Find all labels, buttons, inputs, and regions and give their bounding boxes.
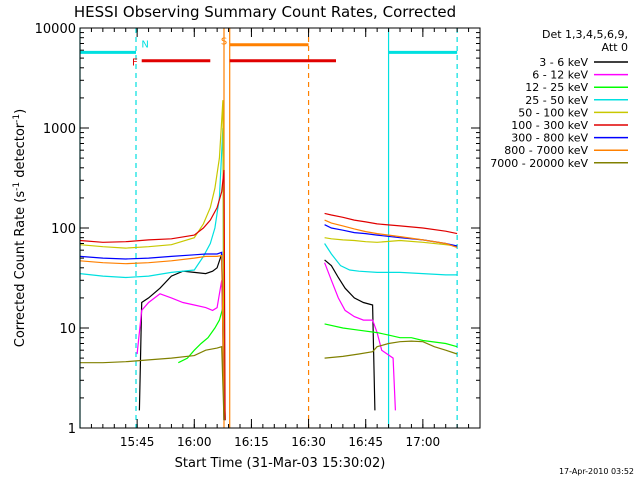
series-300-800kev-segment-0 (79, 251, 225, 421)
x-tick-label: 16:15 (234, 435, 269, 449)
series-50-100kev-segment-0 (79, 100, 225, 421)
flag-label-f: F (132, 58, 138, 69)
series-100-300kev-segment-0 (79, 169, 226, 421)
series-25-50kev-segment-1 (324, 243, 458, 276)
x-tick-label: 16:45 (348, 435, 383, 449)
series-12-25kev-segment-1 (324, 323, 458, 348)
plot-area (79, 28, 458, 428)
x-tick-label: 17:00 (406, 435, 441, 449)
legend-label-100-300kev: 100 - 300 keV (511, 119, 588, 132)
y-tick-label: 1000 (43, 122, 76, 137)
series-800-7000kev-segment-0 (79, 254, 225, 421)
legend-heading-2: Att 0 (602, 41, 628, 54)
x-axis-label: Start Time (31-Mar-03 15:30:02) (175, 456, 386, 471)
legend-label-12-25kev: 12 - 25 keV (525, 81, 588, 94)
legend-label-3-6kev: 3 - 6 keV (539, 56, 588, 69)
flag-bars: NF S (80, 36, 458, 69)
chart-title: HESSI Observing Summary Count Rates, Cor… (74, 3, 456, 21)
series-3-6kev-segment-1 (324, 259, 376, 411)
legend-label-800-7000kev: 800 - 7000 keV (504, 144, 588, 157)
legend-label-6-12kev: 6 - 12 keV (532, 69, 588, 82)
flag-label-n: N (141, 39, 148, 50)
flag-label-s: S (221, 36, 227, 47)
y-tick-label: 1 (68, 422, 76, 437)
series-6-12kev-segment-0 (136, 280, 226, 421)
legend-label-25-50kev: 25 - 50 keV (525, 94, 588, 107)
y-tick-label: 10 (59, 322, 76, 337)
y-tick-label: 10000 (35, 22, 76, 37)
x-tick-label: 16:30 (291, 435, 326, 449)
series-12-25kev-segment-0 (178, 307, 226, 421)
series-7000-20000kev-segment-0 (80, 345, 225, 421)
legend-label-300-800kev: 300 - 800 keV (511, 132, 588, 145)
y-tick-label: 100 (51, 222, 76, 237)
series-6-12kev-segment-1 (324, 262, 396, 411)
axes: 15:45 16:00 16:15 16:30 16:45 17:00 1 10 100 1000… (35, 22, 481, 449)
x-tick-label: 16:00 (177, 435, 212, 449)
timestamp: 17-Apr-2010 03:52 (559, 467, 634, 476)
plot-frame (79, 27, 481, 429)
y-axis-label: Corrected Count Rate (s-1 detector-1) (12, 109, 28, 347)
series-50-100kev-segment-1 (324, 237, 458, 247)
series-25-50kev-segment-0 (79, 127, 225, 421)
series-7000-20000kev-segment-1 (324, 340, 458, 359)
legend-label-7000-20000kev: 7000 - 20000 keV (490, 157, 588, 170)
series-100-300kev-segment-1 (324, 212, 458, 235)
series-800-7000kev-segment-1 (324, 219, 458, 248)
legend-label-50-100kev: 50 - 100 keV (518, 106, 588, 119)
series-3-6kev-segment-0 (138, 253, 226, 421)
x-tick-label: 15:45 (120, 435, 155, 449)
legend-heading-1: Det 1,3,4,5,6,9, (542, 28, 628, 41)
